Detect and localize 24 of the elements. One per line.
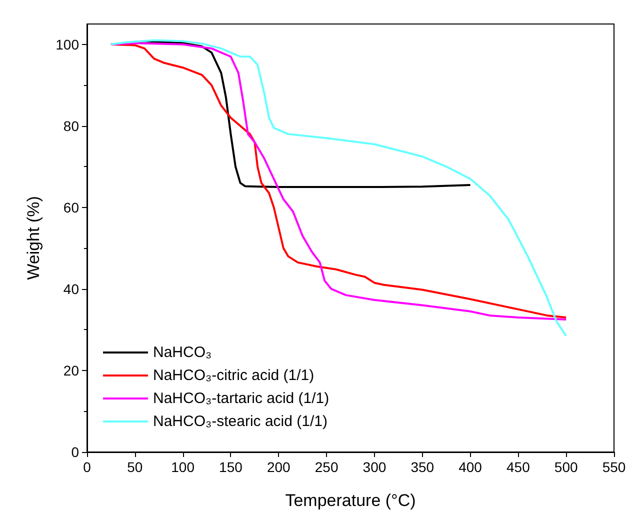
y-tick-label: 0 [71, 444, 80, 460]
x-tick-label: 350 [410, 459, 434, 475]
x-tick-label: 250 [314, 459, 338, 475]
x-tick-label: 500 [554, 459, 578, 475]
x-tick-label: 100 [171, 459, 195, 475]
x-tick-label: 150 [219, 459, 243, 475]
x-tick-label: 0 [83, 459, 92, 475]
legend-label: NaHCO₃-stearic acid (1/1) [153, 413, 328, 430]
x-tick-label: 200 [266, 459, 291, 475]
legend-label: NaHCO₃ [153, 344, 212, 361]
x-axis-title: Temperature (°C) [285, 491, 416, 510]
x-tick-label: 400 [458, 459, 482, 475]
y-tick-label: 20 [63, 362, 80, 378]
y-tick-label: 60 [63, 199, 80, 216]
y-tick-label: 100 [56, 36, 80, 52]
legend-label: NaHCO₃-tartaric acid (1/1) [153, 390, 330, 407]
y-tick-label: 80 [63, 118, 80, 134]
legend-label: NaHCO₃-citric acid (1/1) [153, 367, 314, 384]
x-tick-label: 450 [506, 459, 530, 475]
x-tick-label: 550 [602, 459, 626, 475]
y-tick-label: 40 [63, 280, 80, 297]
x-tick-label: 50 [127, 459, 143, 475]
y-axis-title: Weight (%) [24, 196, 43, 280]
x-tick-label: 300 [362, 459, 386, 475]
